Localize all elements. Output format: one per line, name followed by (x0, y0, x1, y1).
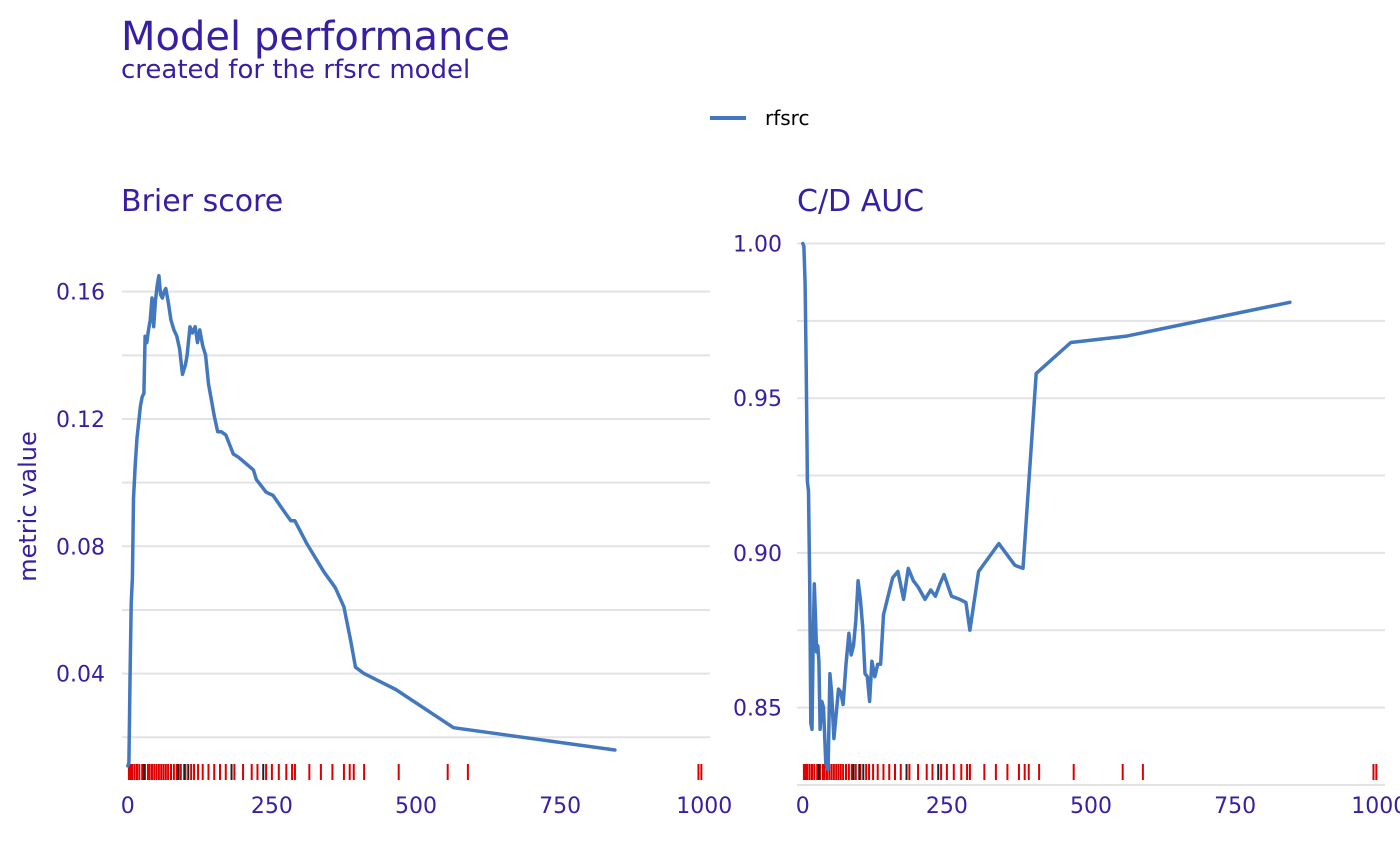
x-tick-label: 1000 (1351, 794, 1400, 819)
x-tick-label: 750 (539, 794, 581, 819)
y-tick-label: 1.00 (733, 232, 782, 257)
series-line-rfsrc (126, 273, 617, 768)
x-tick-label: 750 (1214, 794, 1256, 819)
x-tick-label: 500 (395, 794, 437, 819)
series-line-rfsrc (801, 241, 1292, 772)
x-tick-label: 0 (121, 794, 135, 819)
y-axis-label: metric value (14, 431, 42, 581)
panel-title: Brier score (121, 184, 283, 219)
cd-auc-panel: 0.85 0.90 0.95 1.00 0 250 500 750 1000 C/D AUC (733, 184, 1400, 819)
x-tick-label: 0 (796, 794, 810, 819)
figure-title: Model performance (121, 14, 510, 60)
figure-subtitle: created for the rfsrc model (121, 55, 470, 85)
x-tick-label: 250 (251, 794, 293, 819)
y-tick-label: 0.16 (56, 281, 105, 306)
brier-score-panel: 0.04 0.08 0.12 0.16 0 250 500 750 1000 Brier scor… (14, 184, 732, 819)
y-tick-label: 0.08 (56, 535, 105, 560)
y-tick-label: 0.04 (56, 663, 105, 688)
legend: rfsrc (710, 106, 809, 130)
x-tick-label: 1000 (676, 794, 732, 819)
y-tick-label: 0.95 (733, 387, 782, 412)
legend-label: rfsrc (765, 106, 809, 130)
panel-title: C/D AUC (797, 184, 924, 219)
y-tick-label: 0.90 (733, 542, 782, 567)
y-tick-label: 0.85 (733, 697, 782, 722)
x-tick-label: 250 (926, 794, 968, 819)
y-tick-label: 0.12 (56, 408, 105, 433)
x-tick-label: 500 (1070, 794, 1112, 819)
